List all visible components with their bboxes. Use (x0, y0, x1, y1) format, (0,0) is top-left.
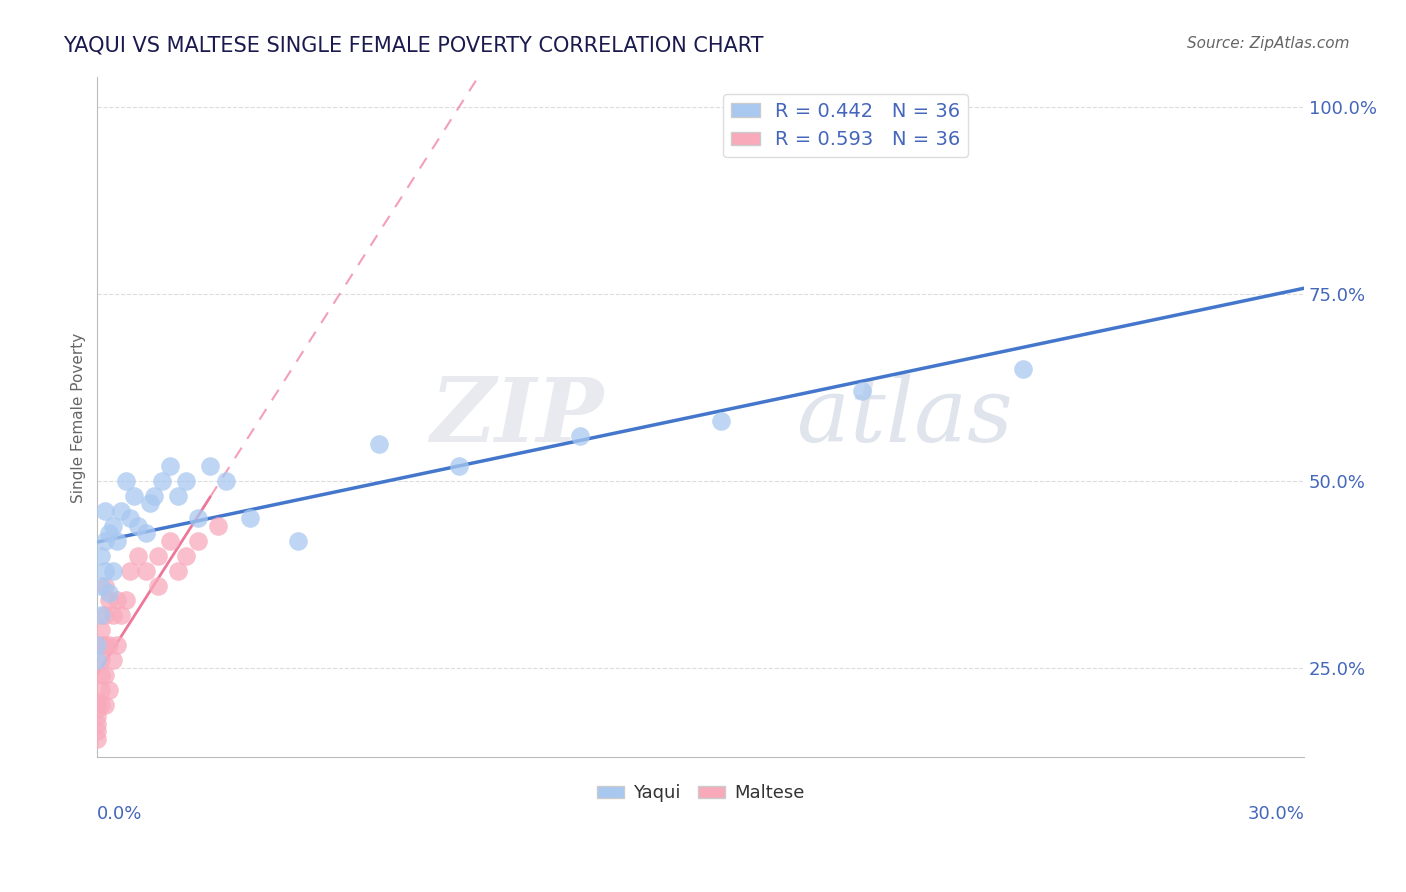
Point (94, 578, 117, 592)
Point (449, 458, 471, 473)
Point (110, 504, 132, 518)
Point (86, 702, 108, 716)
Point (127, 518, 149, 533)
Point (174, 474, 197, 488)
Point (86, 709, 108, 723)
Legend: Yaqui, Maltese: Yaqui, Maltese (589, 777, 813, 810)
Point (198, 458, 221, 473)
Point (94, 638, 117, 652)
Point (142, 489, 165, 503)
Point (90, 578, 112, 592)
Point (135, 564, 157, 578)
Point (86, 694, 108, 708)
Point (98, 593, 121, 607)
Point (1011, 362, 1033, 376)
Point (239, 511, 262, 525)
Point (90, 549, 112, 563)
Y-axis label: Single Female Poverty: Single Female Poverty (72, 333, 86, 502)
Point (215, 474, 238, 488)
Point (135, 526, 157, 541)
Point (98, 683, 121, 698)
Point (122, 489, 145, 503)
Point (710, 414, 733, 428)
Point (86, 653, 108, 667)
Point (98, 586, 121, 600)
Text: 0.0%: 0.0% (97, 805, 143, 823)
Point (107, 638, 129, 652)
Point (146, 549, 169, 563)
Text: Source: ZipAtlas.com: Source: ZipAtlas.com (1187, 36, 1350, 51)
Point (110, 608, 132, 623)
Text: YAQUI VS MALTESE SINGLE FEMALE POVERTY CORRELATION CHART: YAQUI VS MALTESE SINGLE FEMALE POVERTY C… (63, 36, 763, 55)
Point (159, 533, 181, 548)
Point (86, 638, 108, 652)
Point (851, 384, 873, 399)
Point (94, 608, 117, 623)
Point (98, 638, 121, 652)
Point (94, 504, 117, 518)
Point (90, 698, 112, 712)
Point (107, 593, 129, 607)
Point (146, 578, 169, 592)
Point (174, 549, 197, 563)
Point (94, 668, 117, 682)
Point (94, 564, 117, 578)
Point (86, 724, 108, 739)
Point (166, 489, 188, 503)
Point (287, 533, 309, 548)
Point (103, 564, 125, 578)
Point (103, 518, 125, 533)
Point (166, 564, 188, 578)
Point (94, 698, 117, 712)
Point (103, 608, 125, 623)
Point (368, 436, 391, 450)
Point (127, 549, 149, 563)
Point (118, 511, 141, 525)
Point (187, 511, 209, 525)
Point (90, 653, 112, 667)
Point (114, 593, 136, 607)
Point (90, 608, 112, 623)
Point (86, 716, 108, 731)
Point (90, 683, 112, 698)
Point (86, 731, 108, 746)
Point (569, 429, 592, 443)
Point (150, 474, 173, 488)
Point (94, 533, 117, 548)
Point (90, 668, 112, 682)
Point (114, 474, 136, 488)
Point (187, 533, 209, 548)
Point (159, 458, 181, 473)
Text: ZIP: ZIP (430, 374, 605, 460)
Point (118, 564, 141, 578)
Point (90, 638, 112, 652)
Point (107, 533, 129, 548)
Point (138, 496, 160, 510)
Text: 30.0%: 30.0% (1247, 805, 1305, 823)
Point (98, 526, 121, 541)
Text: atlas: atlas (797, 374, 1012, 461)
Point (207, 518, 229, 533)
Point (90, 624, 112, 638)
Point (103, 653, 125, 667)
